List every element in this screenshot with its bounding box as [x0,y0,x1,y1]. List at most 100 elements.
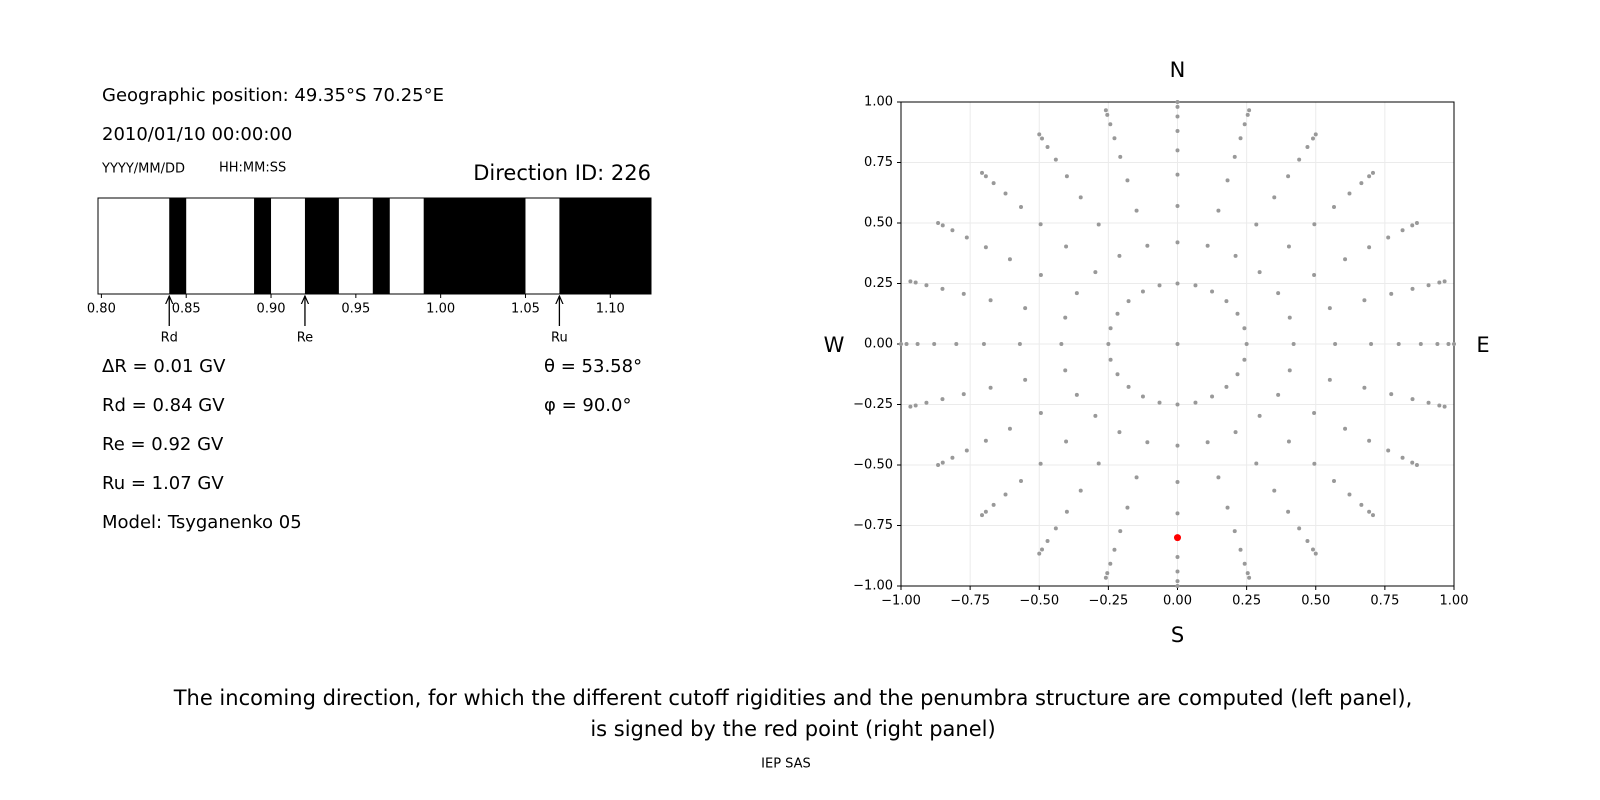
direction-point [1175,479,1180,484]
x-tick-label: −1.00 [881,594,921,609]
direction-point [1367,245,1372,250]
direction-point [1343,426,1348,431]
direction-point [1389,392,1394,397]
direction-point [1286,244,1291,249]
forbidden-band [559,198,651,294]
direction-point [1175,281,1180,286]
direction-point [1038,410,1043,415]
direction-point [1175,579,1180,584]
direction-point [1118,154,1123,159]
direction-point [1242,326,1247,331]
direction-point [1359,502,1364,507]
direction-point [1112,547,1117,552]
y-tick-label: 1.00 [864,95,893,110]
direction-point [940,397,945,402]
direction-point [1175,342,1180,346]
direction-point [1437,280,1442,285]
direction-point [1386,448,1391,453]
direction-point [1245,571,1250,576]
caption: The incoming direction, for which the di… [173,686,1413,710]
direction-point [1414,463,1419,467]
direction-point [1362,385,1367,390]
direction-point [1118,529,1123,534]
direction-point [1019,205,1024,210]
direction-point [1134,475,1139,480]
time-format: HH:MM:SS [219,161,286,176]
direction-point [1112,136,1117,141]
direction-point [981,342,986,346]
direction-point [1327,377,1332,382]
direction-point [1310,136,1315,141]
direction-point [983,509,988,514]
date-format: YYYY/MM/DD [101,162,185,177]
direction-point [1193,283,1198,288]
direction-point [980,513,985,518]
direction-point [1235,311,1240,316]
direction-point [1115,311,1120,316]
x-tick-label: 0.50 [1301,594,1330,609]
direction-point [1238,547,1243,552]
direction-point [1272,195,1277,200]
direction-point [1074,392,1079,397]
direction-point [1108,326,1113,331]
direction-point [1175,104,1180,109]
direction-point [1064,439,1069,444]
x-tick-label: 1.00 [1440,594,1469,609]
direction-point [1117,430,1122,435]
forbidden-band [372,198,390,294]
direction-point [964,235,969,240]
direction-point [954,342,959,346]
direction-point [1040,547,1045,552]
direction-point [1369,342,1374,346]
y-tick-label: −0.50 [853,458,893,473]
direction-point [1059,342,1064,346]
direction-point [1007,257,1012,262]
x-tick-label: 0.00 [1163,594,1192,609]
direction-point [1106,342,1111,346]
direction-point [1064,244,1069,249]
direction-point [1343,257,1348,262]
direction-id: Direction ID: 226 [473,161,651,185]
direction-point [1063,368,1068,373]
direction-point [1232,529,1237,534]
direction-point [936,463,941,467]
direction-point [1093,270,1098,275]
direction-point [1157,283,1162,288]
direction-point [1074,291,1079,296]
direction-point [1233,253,1238,258]
direction-point [1064,174,1069,179]
direction-point [1225,505,1230,510]
cutoff-label: Ru [551,331,568,346]
direction-point [1134,208,1139,213]
direction-point [1245,112,1250,117]
direction-point [1442,404,1447,409]
cutoff-label: Rd [161,331,178,346]
direction-point [1003,191,1008,196]
direction-point [1313,551,1318,556]
direction-point [1400,455,1405,460]
direction-point [1093,413,1098,418]
direction-point [1078,488,1083,493]
direction-point [1426,400,1431,405]
y-tick-label: −0.75 [853,518,893,533]
direction-point [1276,291,1281,296]
angle: θ = 53.58° [544,356,642,377]
caption: is signed by the red point (right panel) [590,717,995,741]
direction-point [1103,108,1108,113]
x-tick-label: 0.25 [1232,594,1261,609]
direction-point [1096,461,1101,466]
direction-point [1313,132,1318,137]
direction-point [1238,136,1243,141]
direction-point [1126,299,1131,304]
selected-direction [1174,534,1181,542]
direction-point [1063,315,1068,320]
direction-point [1045,145,1050,150]
y-tick-label: −1.00 [853,579,893,594]
direction-point [1233,430,1238,435]
direction-point [1305,538,1310,543]
direction-point [1038,273,1043,278]
direction-point [1305,145,1310,150]
direction-point [1140,394,1145,399]
direction-point [1040,136,1045,141]
direction-point [1257,270,1262,275]
